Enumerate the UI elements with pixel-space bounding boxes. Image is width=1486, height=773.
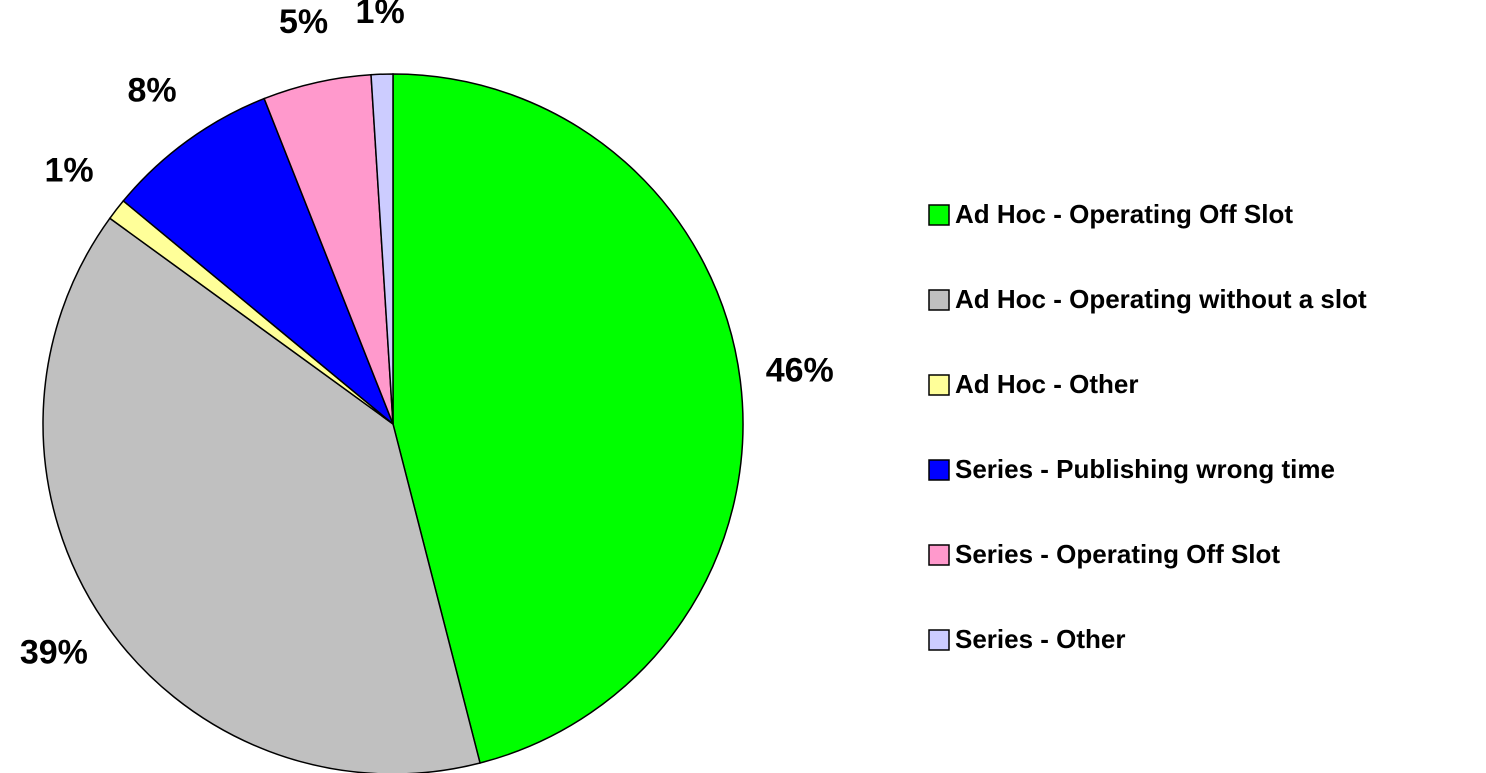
- data-label: 39%: [20, 633, 88, 671]
- legend-swatch: [928, 289, 950, 311]
- legend-swatch: [928, 544, 950, 566]
- data-label: 5%: [279, 3, 328, 41]
- pie-slice: [370, 73, 394, 425]
- legend-label: Series - Publishing wrong time: [955, 454, 1335, 484]
- legend-label: Series - Other: [955, 624, 1126, 654]
- legend-label: Series - Operating Off Slot: [955, 539, 1280, 569]
- legend-swatch: [928, 459, 950, 481]
- legend-label: Ad Hoc - Operating Off Slot: [955, 199, 1293, 229]
- legend-label: Ad Hoc - Other: [955, 369, 1138, 399]
- pie-slice: [122, 97, 394, 425]
- pie-slice: [42, 217, 481, 773]
- legend-swatch: [928, 374, 950, 396]
- pie-slice: [392, 73, 744, 764]
- legend-label: Ad Hoc - Operating without a slot: [955, 284, 1367, 314]
- data-label: 46%: [766, 352, 834, 390]
- data-label: 1%: [356, 0, 405, 31]
- legend-swatch: [928, 204, 950, 226]
- data-label: 1%: [44, 152, 93, 190]
- data-label: 8%: [127, 71, 176, 109]
- legend-swatch: [928, 629, 950, 651]
